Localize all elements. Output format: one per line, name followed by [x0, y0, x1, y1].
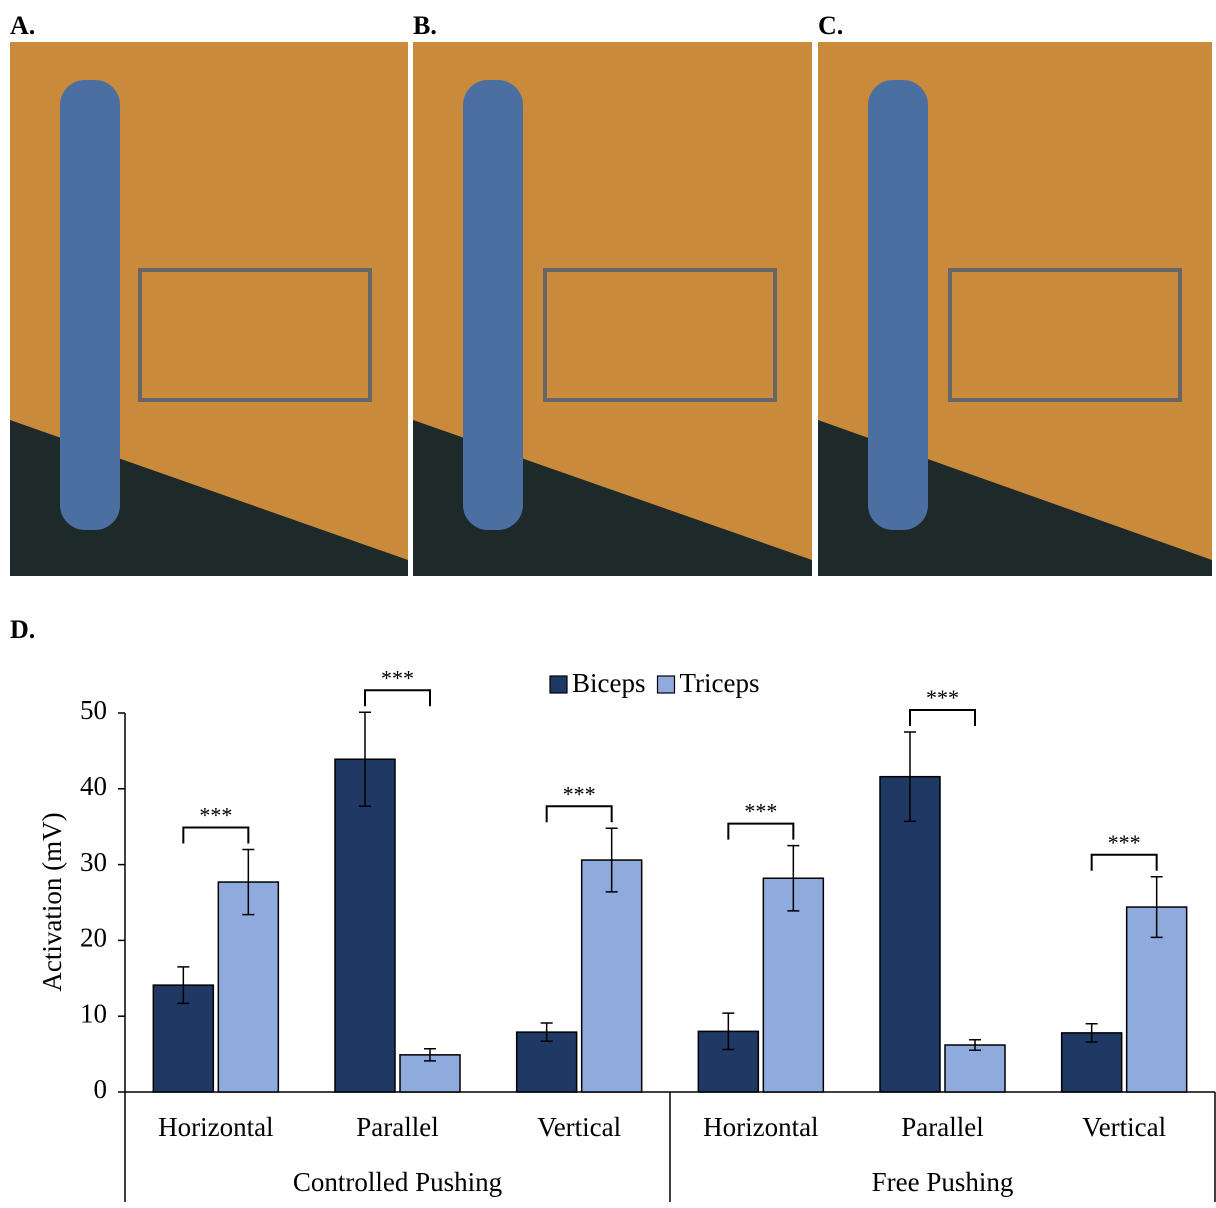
- x-tick-label: Parallel: [356, 1112, 438, 1142]
- y-tick-label: 40: [80, 771, 107, 801]
- error-bar: [359, 711, 371, 807]
- legend-label: Biceps: [572, 668, 646, 698]
- y-tick-label: 30: [80, 847, 107, 877]
- bar: [580, 859, 643, 1093]
- significance-label: ***: [381, 665, 414, 690]
- significance-label: ***: [563, 781, 596, 806]
- error-bar: [904, 731, 916, 823]
- x-tick-label: Vertical: [1082, 1112, 1166, 1142]
- photo: [413, 42, 812, 576]
- panel-label: D.: [10, 615, 35, 644]
- error-bar: [605, 827, 618, 893]
- y-tick-label: 10: [80, 998, 107, 1028]
- panel-label: B.: [413, 11, 437, 40]
- significance-bracket: [1090, 853, 1158, 871]
- x-tick-label: Vertical: [537, 1112, 621, 1142]
- y-tick-label: 0: [94, 1074, 108, 1104]
- error-bar: [1085, 1023, 1098, 1043]
- photo: [10, 42, 408, 576]
- panel-label: A.: [10, 11, 35, 40]
- group-label: Controlled Pushing: [293, 1167, 502, 1197]
- bar: [515, 1031, 578, 1093]
- significance-bracket: [182, 826, 250, 844]
- bar: [879, 775, 941, 1093]
- significance-label: ***: [199, 802, 232, 827]
- error-bar: [177, 966, 190, 1005]
- error-bar: [242, 848, 255, 916]
- significance-bracket: [545, 805, 613, 823]
- group-label: Free Pushing: [872, 1167, 1014, 1197]
- legend-label: Triceps: [680, 668, 760, 698]
- y-tick-label: 50: [80, 695, 107, 725]
- error-bar: [969, 1038, 981, 1052]
- significance-label: ***: [1108, 830, 1141, 855]
- legend-swatch: [549, 675, 568, 694]
- photo: [818, 42, 1212, 576]
- significance-bracket: [727, 822, 795, 840]
- x-tick-label: Parallel: [901, 1112, 983, 1142]
- significance-bracket: [909, 708, 976, 726]
- significance-label: ***: [744, 799, 777, 824]
- bar: [334, 758, 396, 1093]
- bar: [1060, 1032, 1123, 1093]
- y-axis-label: Activation (mV): [37, 812, 67, 991]
- y-tick-label: 20: [80, 923, 107, 953]
- error-bar: [540, 1022, 553, 1042]
- error-bar: [424, 1048, 436, 1062]
- bar: [217, 881, 280, 1093]
- panel-label: C.: [818, 11, 843, 40]
- x-tick-label: Horizontal: [158, 1112, 273, 1142]
- legend-swatch: [656, 675, 676, 694]
- error-bar: [787, 844, 800, 912]
- x-tick-label: Horizontal: [703, 1112, 818, 1142]
- bar: [944, 1044, 1006, 1093]
- significance-bracket: [364, 689, 431, 707]
- error-bar: [1150, 875, 1163, 939]
- significance-label: ***: [926, 685, 959, 710]
- error-bar: [722, 1012, 735, 1051]
- bar: [762, 877, 825, 1093]
